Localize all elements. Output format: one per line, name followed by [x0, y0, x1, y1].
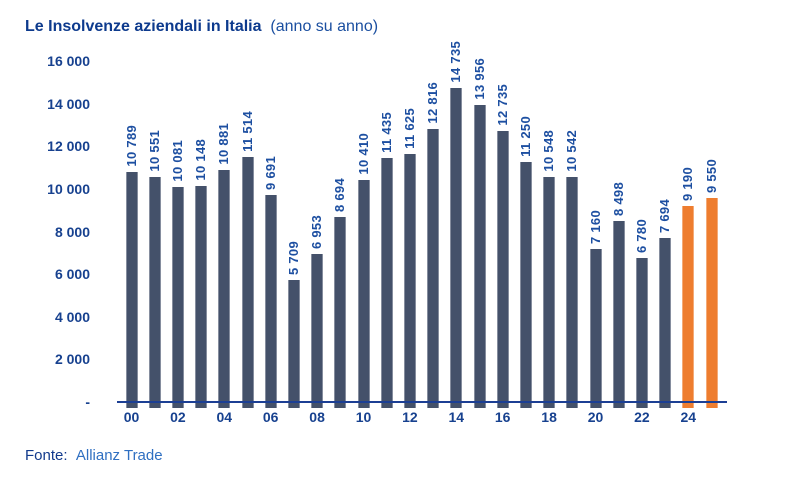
bar: [287, 280, 300, 408]
bar-value-label: 13 956: [471, 58, 487, 100]
bar: [171, 187, 184, 408]
y-tick-label: 8 000: [54, 223, 90, 240]
source-brand: Allianz Trade: [75, 447, 163, 464]
bar-value-label: 7 160: [587, 209, 603, 244]
bar-value-label: 11 435: [378, 112, 394, 153]
bar: [519, 162, 532, 408]
x-tick-label: 16: [494, 409, 511, 425]
y-tick-label: 10 000: [47, 180, 90, 197]
bar-value-label: 8 498: [610, 181, 626, 216]
bar-value-label: 10 410: [355, 133, 371, 175]
bar: [241, 157, 254, 408]
bar-value-label: 10 542: [564, 130, 580, 172]
y-tick-label: 4 000: [54, 308, 90, 325]
bar: [635, 258, 648, 408]
x-tick-label: 14: [448, 409, 465, 425]
bar-value-label: 14 735: [448, 41, 464, 83]
bar-value-label: 7 694: [657, 198, 673, 233]
bar: [566, 177, 579, 408]
bar-value-label: 10 551: [146, 130, 162, 172]
bar-value-label: 10 789: [123, 125, 139, 167]
x-tick-label: 10: [355, 409, 372, 425]
y-tick-label: -: [85, 394, 90, 410]
bar: [311, 254, 324, 408]
bar-value-label: 10 148: [193, 139, 209, 181]
bar: [125, 172, 138, 408]
x-tick-label: 00: [123, 409, 140, 425]
bar-value-label: 11 625: [401, 108, 417, 149]
chart-title-subtitle: (anno su anno): [270, 18, 379, 35]
x-tick-label: 22: [634, 409, 650, 425]
x-tick-label: 08: [309, 409, 325, 425]
bar: [264, 195, 277, 408]
bar-forecast: [682, 206, 695, 408]
bar: [543, 177, 556, 408]
source-note: Fonte: Allianz Trade: [25, 447, 163, 464]
x-tick-label: 06: [262, 409, 279, 425]
bar: [427, 129, 440, 408]
bar: [357, 180, 370, 408]
x-tick-label: 02: [170, 409, 186, 425]
bar: [380, 158, 393, 408]
y-tick-label: 16 000: [47, 53, 90, 69]
bar: [334, 217, 347, 408]
bar-value-label: 9 190: [680, 166, 696, 201]
y-tick-label: 14 000: [47, 95, 90, 112]
bar-forecast: [705, 198, 718, 408]
bar-value-label: 10 881: [216, 123, 232, 165]
x-tick-label: 12: [402, 409, 418, 425]
y-tick-label: 2 000: [54, 351, 90, 368]
bar: [148, 177, 161, 408]
x-tick-label: 24: [680, 409, 697, 425]
bar-value-label: 6 953: [309, 214, 325, 249]
bar: [195, 186, 208, 408]
bar: [450, 88, 463, 408]
bar: [612, 221, 625, 408]
bar-value-label: 6 780: [633, 218, 649, 253]
chart-title: Le Insolvenze aziendali in Italia (anno …: [25, 18, 378, 36]
bar: [403, 154, 416, 408]
bar: [218, 170, 231, 408]
bar-value-label: 12 735: [494, 84, 510, 126]
y-tick-label: 6 000: [54, 266, 90, 283]
bar: [473, 105, 486, 408]
source-label: Fonte:: [25, 447, 68, 464]
bar: [496, 131, 509, 408]
x-tick-label: 18: [541, 409, 557, 425]
bar: [659, 238, 672, 408]
x-tick-label: 04: [216, 409, 233, 425]
x-tick-label: 20: [587, 409, 604, 425]
bar-value-label: 11 250: [517, 116, 533, 157]
bar-value-label: 9 550: [703, 158, 719, 193]
x-axis-line: [117, 401, 727, 403]
bar-value-label: 9 691: [262, 155, 278, 190]
y-tick-label: 12 000: [47, 138, 90, 155]
bar-value-label: 8 694: [332, 177, 348, 212]
bar-value-label: 12 816: [425, 82, 441, 124]
bar-value-label: 10 081: [169, 140, 185, 182]
bar-value-label: 11 514: [239, 111, 255, 152]
bar-value-label: 10 548: [541, 130, 557, 172]
chart-title-main: Le Insolvenze aziendali in Italia: [25, 18, 262, 35]
bar: [589, 249, 602, 408]
bar-value-label: 5 709: [285, 240, 301, 275]
